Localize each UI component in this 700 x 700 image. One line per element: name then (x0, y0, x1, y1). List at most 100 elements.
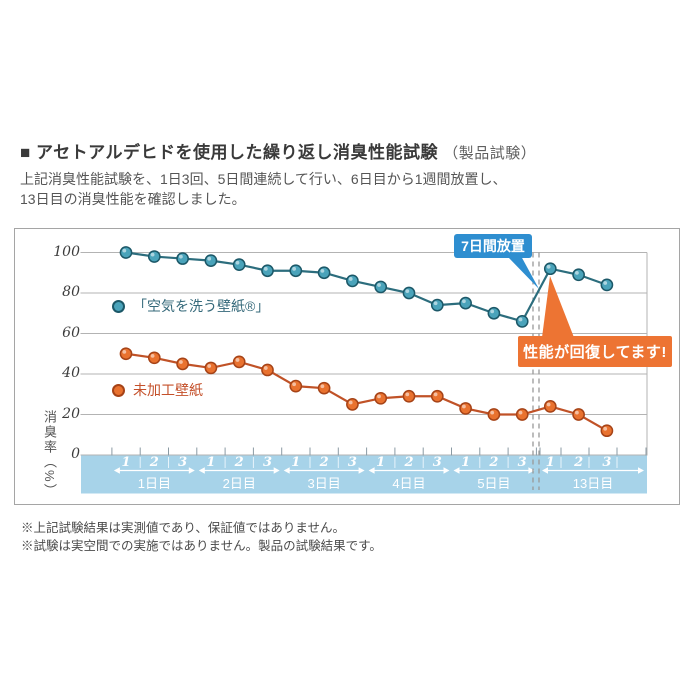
arrowhead-right-icon (273, 467, 280, 474)
data-point (346, 398, 359, 411)
trial-number: 2 (149, 455, 159, 470)
series-treated (119, 246, 614, 328)
data-point (232, 355, 246, 369)
trial-number: 1 (206, 455, 215, 470)
data-point (374, 280, 388, 294)
data-point (572, 408, 585, 421)
legend-label-plain: 未加工壁紙 (133, 382, 203, 398)
data-point-highlight-icon (490, 410, 495, 415)
data-point-highlight-icon (462, 404, 466, 409)
data-point-highlight-icon (490, 309, 495, 314)
day-label: 13日目 (573, 476, 613, 491)
data-point (515, 408, 529, 421)
data-point-highlight-icon (207, 256, 212, 261)
callout-rest-tail-icon (507, 256, 539, 289)
y-tick-label-100: 100 (53, 243, 80, 260)
data-point-highlight-icon (377, 394, 381, 399)
data-point-highlight-icon (122, 349, 127, 354)
data-point-highlight-icon (433, 392, 438, 397)
data-point (204, 254, 218, 267)
y-tick-label-40: 40 (62, 365, 80, 381)
data-point (289, 264, 303, 278)
day-label: 4日目 (392, 476, 425, 491)
data-point (119, 246, 133, 259)
description: 上記消臭性能試験を、1日3回、5日間連続して行い、6日目から1週間放置し、 13… (20, 169, 507, 209)
data-point-highlight-icon (405, 392, 410, 397)
day-label: 2日目 (223, 476, 256, 491)
data-point (289, 379, 303, 393)
data-point (600, 278, 614, 292)
data-point-highlight-icon (433, 301, 438, 306)
data-point-highlight-icon (603, 426, 608, 431)
data-point (402, 286, 416, 300)
trial-number: 3 (348, 455, 357, 470)
data-point (572, 268, 585, 282)
y-tick-label-20: 20 (62, 405, 80, 422)
description-line2: 13日目の消臭性能を確認しました。 (20, 191, 246, 207)
trial-number: 2 (573, 455, 583, 470)
section-title-text: ■ アセトアルデヒドを使用した繰り返し消臭性能試験 (20, 143, 438, 162)
x-axis-band (81, 455, 647, 494)
data-point-highlight-icon (179, 360, 183, 364)
section-title-suffix: （製品試験） (443, 145, 537, 162)
data-point-highlight-icon (348, 277, 353, 281)
chart-canvas: 1 2 3 1 2 3 1 2 3 1 2 3 1 2 3 1 2 3 1日目 2日目 3日目 4日目 5日目 13日目 (80, 246, 648, 494)
callout-performance-recovered: 性能が回復してます! (518, 336, 672, 367)
data-point-highlight-icon (405, 289, 410, 293)
data-point-highlight-icon (575, 270, 579, 275)
arrowhead-right-icon (358, 467, 365, 474)
data-point (459, 402, 472, 415)
trial-number: 1 (121, 455, 130, 470)
callout-rest-period: 7日間放置 (454, 234, 532, 258)
data-point-highlight-icon (518, 410, 523, 415)
data-point-highlight-icon (235, 260, 240, 265)
data-point (430, 298, 444, 312)
arrowhead-left-icon (283, 467, 290, 474)
y-tick-label-80: 80 (62, 284, 80, 300)
trial-number: 3 (178, 455, 187, 470)
data-point-highlight-icon (377, 283, 381, 287)
data-point (119, 347, 133, 361)
legend-marker-treated-icon (112, 299, 125, 313)
legend-item-plain-wallpaper: 未加工壁紙 (112, 380, 203, 400)
callout-recovery-tail-icon (542, 276, 574, 338)
data-point (147, 250, 161, 263)
arrowhead-right-icon (528, 467, 535, 474)
data-point (317, 266, 331, 280)
trial-number: 3 (602, 455, 611, 470)
data-point-highlight-icon (348, 400, 353, 405)
y-axis-title: 消臭率（%） (42, 410, 57, 499)
data-point (600, 424, 614, 438)
data-point-highlight-icon (575, 410, 579, 415)
data-point-highlight-icon (263, 366, 268, 370)
trial-number: 3 (433, 455, 442, 470)
data-point-highlight-icon (546, 402, 551, 407)
data-point (176, 252, 189, 265)
day-label: 1日目 (138, 476, 171, 491)
data-point (204, 361, 218, 375)
arrowhead-left-icon (198, 467, 205, 474)
day-label: 5日目 (477, 476, 510, 491)
data-point-highlight-icon (546, 264, 551, 269)
arrowhead-left-icon (542, 467, 548, 474)
data-point (543, 262, 557, 276)
footnote-1: ※上記試験結果は実測値であり、保証値ではありません。 (21, 521, 346, 535)
trial-number: 1 (291, 455, 300, 470)
data-point-highlight-icon (320, 384, 325, 389)
footnote-2: ※試験は実空間での実施ではありません。製品の試験結果です。 (21, 539, 382, 553)
trial-number: 2 (319, 455, 329, 470)
trial-number: 3 (518, 455, 527, 470)
data-point (232, 258, 246, 272)
trial-number: 1 (461, 455, 470, 470)
trial-number: 1 (376, 455, 385, 470)
data-point-highlight-icon (150, 354, 155, 358)
footnotes: ※上記試験結果は実測値であり、保証値ではありません。 ※試験は実空間での実施では… (21, 519, 382, 555)
data-point (402, 389, 416, 403)
trial-number: 2 (403, 455, 413, 470)
data-point (346, 274, 359, 288)
data-point (459, 296, 472, 310)
data-point-highlight-icon (320, 268, 325, 273)
trial-number: 2 (488, 455, 498, 470)
arrowhead-left-icon (368, 467, 375, 474)
arrowhead-left-icon (453, 467, 460, 474)
